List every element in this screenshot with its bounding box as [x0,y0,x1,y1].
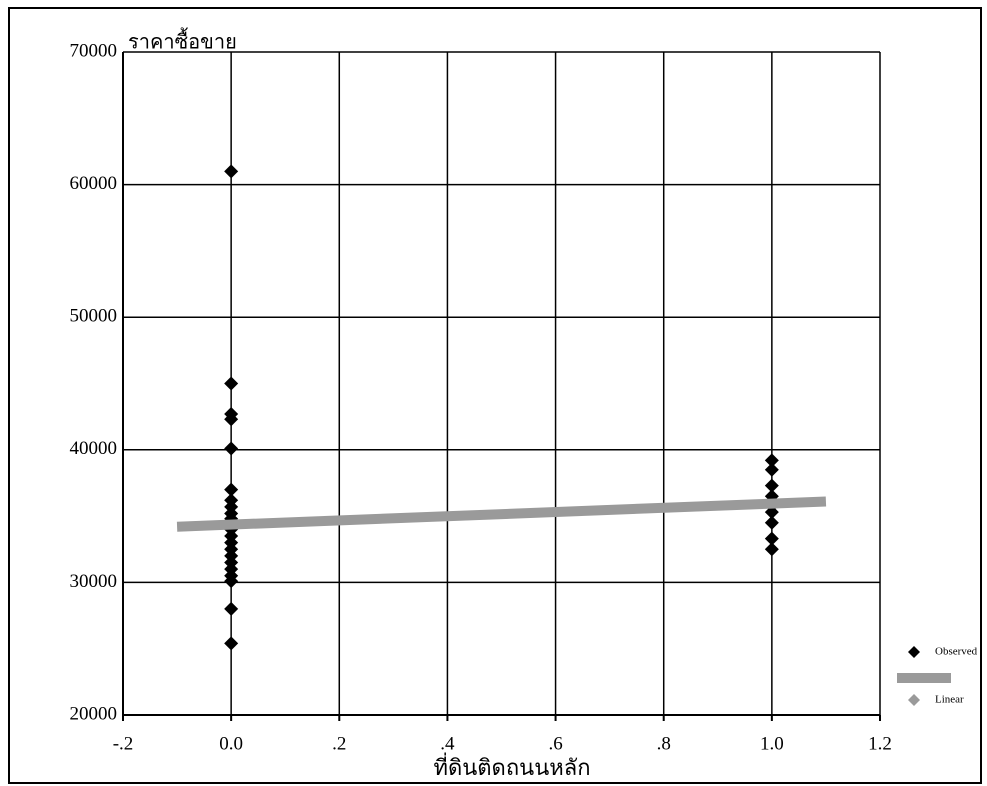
scatter-point [764,453,779,468]
scatter-point [764,462,779,477]
x-tick-label: 0.0 [219,733,243,754]
scatter-point [764,542,779,557]
legend-label: Observed [935,646,978,658]
legend-label: Linear [935,694,964,706]
scatter-point [764,478,779,493]
x-tick-label: -.2 [113,733,134,754]
legend-swatch [897,673,951,683]
scatter-point [224,482,239,497]
trend-line [176,496,827,532]
scatter-point [224,164,239,179]
x-tick-label: 1.2 [868,733,892,754]
x-tick-label: 1.0 [760,733,784,754]
x-tick-label: .6 [548,733,562,754]
y-tick-label: 20000 [70,703,118,724]
x-tick-label: .4 [440,733,455,754]
scatter-point [224,636,239,651]
scatter-point [224,574,239,589]
scatter-point [224,412,239,427]
chart-frame [8,7,982,784]
scatter-point [224,376,239,391]
y-tick-label: 70000 [70,40,118,61]
scatter-point [224,601,239,616]
x-tick-label: .2 [332,733,346,754]
legend-swatch [908,694,920,706]
scatter-point [764,531,779,546]
y-axis-label: ราคาซื้อขาย [128,28,237,54]
y-tick-label: 60000 [70,173,118,194]
x-axis-label: ที่ดินติดถนนหลัก [433,752,590,780]
scatter-point [764,515,779,530]
scatter-point [224,441,239,456]
x-tick-label: .8 [657,733,671,754]
y-tick-label: 50000 [70,306,118,327]
y-tick-label: 30000 [70,571,118,592]
legend-swatch [908,646,920,658]
y-tick-label: 40000 [70,438,118,459]
